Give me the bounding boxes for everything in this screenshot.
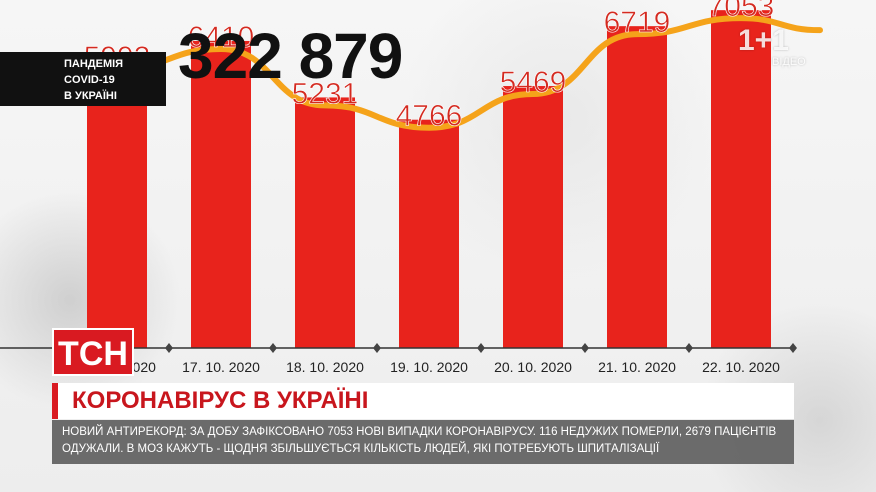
bar-4: [503, 86, 563, 348]
date-label-4: 20. 10. 2020: [494, 359, 572, 375]
axis-tick-0: [165, 343, 173, 353]
bar-0: [87, 60, 147, 348]
date-label-2: 18. 10. 2020: [286, 359, 364, 375]
label-line-2: COVID-19: [64, 74, 115, 86]
total-cases: 322 879: [178, 20, 403, 92]
tsn-badge: ТСН: [52, 328, 134, 376]
axis-tick-3: [477, 343, 485, 353]
axis-tick-6: [789, 343, 797, 353]
date-label-5: 21. 10. 2020: [598, 359, 676, 375]
channel-logo-sub: ВІДЕО: [772, 56, 806, 68]
value-label-6: 7053: [708, 0, 775, 23]
bar-5: [607, 26, 667, 348]
date-label-3: 19. 10. 2020: [390, 359, 468, 375]
axis-tick-1: [269, 343, 277, 353]
date-label-6: 22. 10. 2020: [702, 359, 780, 375]
channel-logo: 1+1: [738, 24, 789, 57]
pandemic-label-box: ПАНДЕМІЯ COVID-19 В УКРАЇНІ: [0, 52, 166, 106]
label-line-1: ПАНДЕМІЯ: [64, 58, 124, 70]
bar-1: [191, 40, 251, 348]
bar-6: [711, 10, 771, 349]
axis-tick-5: [685, 343, 693, 353]
news-ticker: НОВИЙ АНТИРЕКОРД: ЗА ДОБУ ЗАФІКСОВАНО 70…: [52, 420, 794, 464]
value-label-2: 5231: [292, 77, 359, 110]
value-label-4: 5469: [500, 66, 567, 99]
bar-3: [399, 119, 459, 348]
headline-text: КОРОНАВІРУС В УКРАЇНІ: [72, 387, 369, 414]
value-label-1: 6410: [188, 21, 255, 54]
date-label-1: 17. 10. 2020: [182, 359, 260, 375]
headline-bar: КОРОНАВІРУС В УКРАЇНІ: [52, 383, 794, 419]
label-line-3: В УКРАЇНІ: [64, 90, 117, 102]
value-label-3: 4766: [396, 100, 463, 133]
axis-tick-4: [581, 343, 589, 353]
value-label-5: 6719: [604, 6, 671, 39]
axis-tick-2: [373, 343, 381, 353]
bar-2: [295, 97, 355, 349]
